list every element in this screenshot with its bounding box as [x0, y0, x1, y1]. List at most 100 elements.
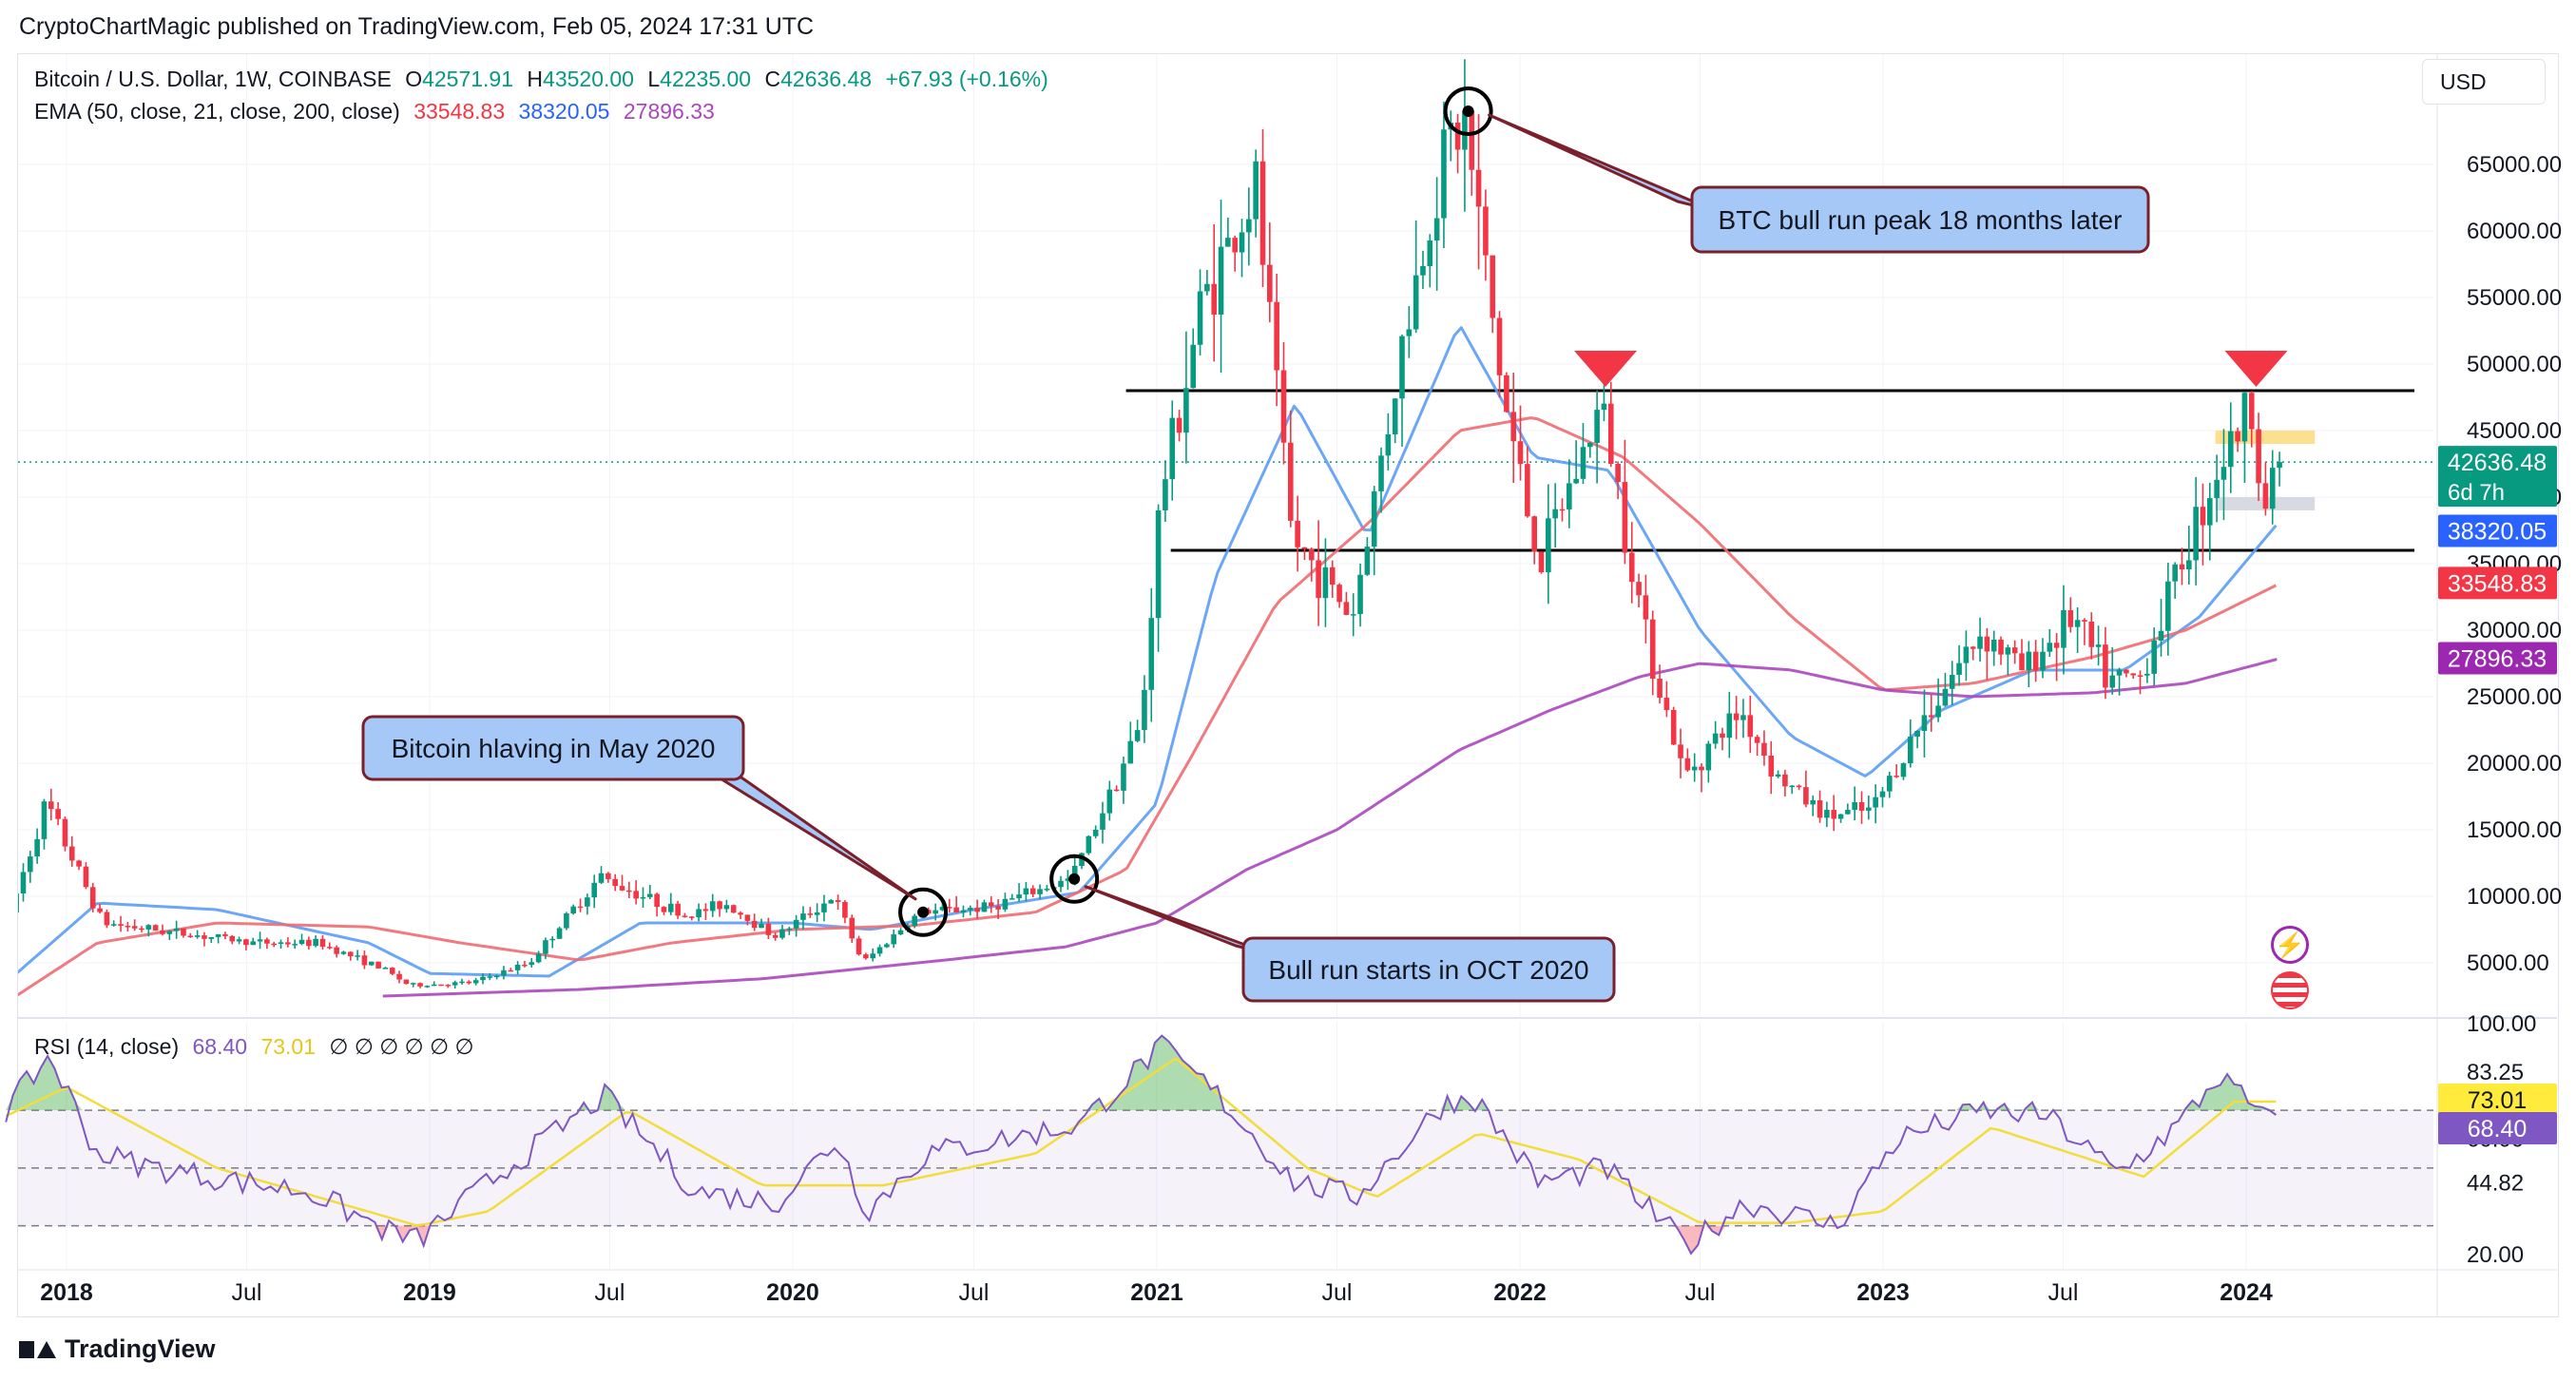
- rsi-hidden-values: ∅ ∅ ∅ ∅ ∅ ∅: [329, 1034, 474, 1059]
- rsi-line: [5, 1034, 2277, 1256]
- candle-down: [1649, 619, 1656, 680]
- candle-down: [1232, 238, 1238, 253]
- candle-up: [1142, 689, 1147, 731]
- candle-down: [1817, 799, 1823, 818]
- candle-down: [202, 935, 207, 939]
- signal-markers[interactable]: [1574, 351, 2288, 387]
- candle-down: [1970, 646, 1976, 649]
- candle-up: [2151, 640, 2157, 674]
- candle-up: [292, 944, 298, 946]
- candle-up: [20, 872, 27, 893]
- candle-up: [340, 951, 347, 954]
- price-tick-label: 50000.00: [2467, 352, 2562, 377]
- rsi-value: 68.40: [192, 1034, 248, 1059]
- lightning-icon[interactable]: ⚡: [2271, 926, 2309, 964]
- currency-selector[interactable]: USD: [2422, 59, 2546, 105]
- candle-up: [1134, 730, 1141, 741]
- candle-up: [1977, 636, 1983, 649]
- candle-up: [1155, 509, 1162, 619]
- candle-down: [160, 930, 165, 934]
- candle-up: [1921, 715, 1928, 732]
- time-tick-label: Jul: [2047, 1279, 2078, 1306]
- candle-up: [759, 923, 764, 929]
- candle-up: [382, 968, 389, 969]
- candle-down: [2137, 675, 2143, 677]
- annotations[interactable]: BTC bull run peak 18 months later Bitcoin…: [361, 86, 2150, 1003]
- ema-legend[interactable]: EMA (50, close, 21, close, 200, close) 3…: [34, 99, 722, 125]
- rsi-legend[interactable]: RSI (14, close) 68.40 73.01 ∅ ∅ ∅ ∅ ∅ ∅: [34, 1034, 482, 1060]
- candle-down: [2088, 621, 2095, 647]
- price-badge-bg: [2438, 446, 2557, 508]
- candle-up: [570, 906, 577, 913]
- candle-up: [1433, 218, 1440, 241]
- rsi-tick-label: 44.82: [2467, 1171, 2524, 1197]
- candle-up: [355, 955, 360, 957]
- candle-down: [1733, 713, 1740, 720]
- candle-up: [870, 953, 876, 959]
- candle-down: [702, 909, 709, 912]
- candle-up: [313, 938, 318, 947]
- candle-up: [1567, 483, 1572, 509]
- candle-down: [89, 887, 96, 909]
- candle-up: [1573, 478, 1579, 484]
- us-flag-icon[interactable]: [2271, 971, 2309, 1009]
- candle-up: [2241, 393, 2248, 442]
- candle-up: [1873, 797, 1878, 808]
- publisher-line: CryptoChartMagic published on TradingVie…: [19, 13, 815, 40]
- candle-up: [535, 953, 542, 963]
- candle-up: [215, 933, 221, 937]
- candle-down: [118, 924, 124, 927]
- candle-up: [459, 981, 465, 984]
- candle-down: [1984, 636, 1990, 652]
- close-value: 42636.48: [780, 67, 873, 91]
- candle-up: [1914, 731, 1920, 737]
- candle-up: [41, 801, 48, 839]
- callout-text: Bitcoin hlaving in May 2020: [392, 734, 716, 763]
- symbol-legend[interactable]: Bitcoin / U.S. Dollar, 1W, COINBASE O425…: [34, 67, 1064, 92]
- candle-down: [1831, 810, 1837, 819]
- rsi-badge-bg: [2438, 1111, 2557, 1144]
- callout-peak[interactable]: BTC bull run peak 18 months later: [1488, 113, 2150, 254]
- candlesticks: [18, 59, 2282, 989]
- ema21-badge: 38320.05: [2448, 519, 2547, 546]
- candle-down: [466, 981, 472, 984]
- candle-up: [2144, 673, 2150, 676]
- candle-down: [97, 908, 103, 912]
- candle-up: [800, 913, 806, 920]
- candle-down: [1670, 709, 1677, 745]
- candle-up: [1824, 810, 1830, 818]
- candle-up: [891, 934, 897, 945]
- candle-up: [1246, 219, 1252, 233]
- candle-up: [514, 965, 521, 970]
- candle-up: [298, 939, 305, 945]
- candle-up: [1350, 614, 1356, 616]
- price-tick-label: 45000.00: [2467, 418, 2562, 444]
- candle-down: [1761, 742, 1767, 757]
- candle-down: [717, 901, 722, 910]
- high-label: H: [527, 67, 544, 91]
- candle-down: [1663, 698, 1670, 710]
- candle-up: [472, 980, 479, 984]
- callout-halving[interactable]: Bitcoin hlaving in May 2020: [361, 715, 917, 901]
- highlight-dot: [1068, 873, 1081, 885]
- candle-up: [1239, 232, 1245, 253]
- candle-up: [487, 976, 493, 978]
- candle-down: [396, 973, 402, 980]
- open-label: O: [405, 67, 423, 91]
- candle-down: [1517, 441, 1524, 465]
- horizontal-levels[interactable]: [18, 389, 2433, 552]
- tradingview-footer: TradingView: [19, 1334, 216, 1364]
- down-triangle-marker-icon: [2224, 351, 2288, 387]
- candle-up: [1462, 110, 1468, 150]
- candle-down: [104, 912, 110, 926]
- candle-up: [1726, 713, 1733, 739]
- candle-down: [1747, 715, 1754, 738]
- candle-down: [1768, 756, 1775, 777]
- ema-label: EMA (50, close, 21, close, 200, close): [34, 99, 400, 124]
- candle-up: [194, 935, 201, 937]
- ema50-line: [18, 416, 2278, 997]
- candle-down: [682, 915, 688, 917]
- candle-up: [967, 908, 973, 911]
- callout-bullrun[interactable]: Bull run starts in OCT 2020: [1084, 885, 1616, 1003]
